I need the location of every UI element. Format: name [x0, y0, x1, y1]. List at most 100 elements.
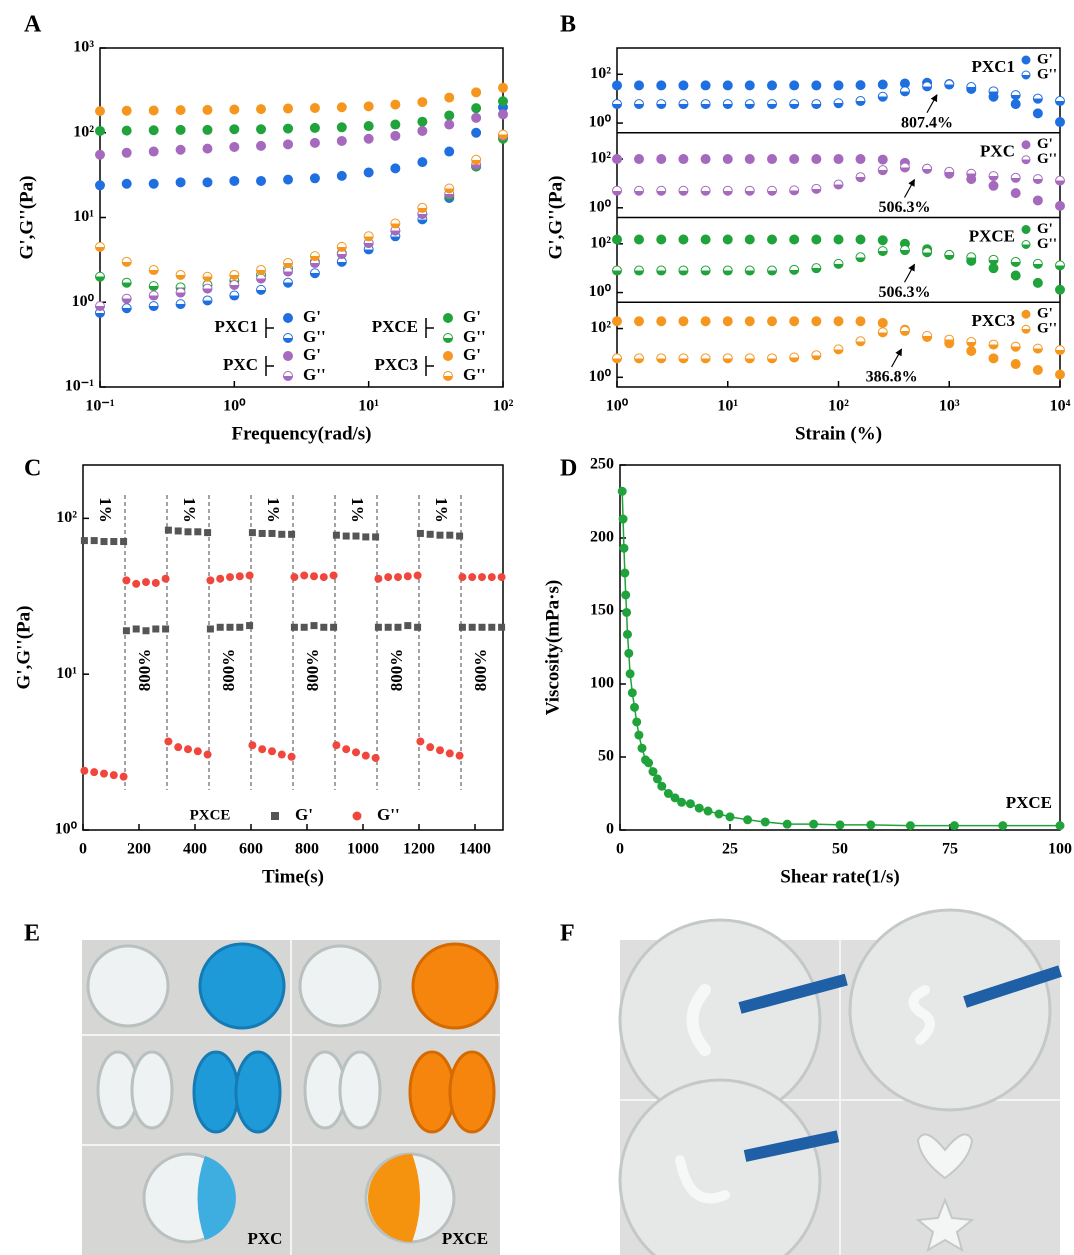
marker	[330, 624, 337, 631]
marker	[395, 574, 402, 581]
plot-frame	[100, 48, 503, 387]
marker	[635, 354, 644, 363]
strain-label: 800%	[303, 649, 322, 692]
marker	[1033, 259, 1042, 268]
legend-marker	[284, 372, 293, 381]
marker	[635, 235, 644, 244]
marker	[945, 335, 954, 344]
marker	[459, 624, 466, 631]
annotation: 506.3%	[879, 199, 931, 216]
marker	[418, 126, 427, 135]
x-tick-label: 100	[1048, 841, 1072, 858]
marker	[1033, 365, 1042, 374]
marker	[375, 575, 382, 582]
marker	[638, 744, 646, 752]
marker	[372, 754, 379, 761]
marker	[621, 569, 629, 577]
marker	[165, 527, 172, 534]
marker	[658, 782, 666, 790]
strain-label: 800%	[219, 649, 238, 692]
marker	[856, 317, 865, 326]
marker	[878, 92, 887, 101]
marker	[456, 533, 463, 540]
marker	[162, 575, 169, 582]
strain-label: 1%	[96, 497, 115, 523]
photo-caption: PXC	[248, 1229, 283, 1248]
marker	[149, 291, 158, 300]
marker	[284, 140, 293, 149]
marker	[375, 624, 382, 631]
marker	[834, 81, 843, 90]
legend-label: G''	[1037, 321, 1057, 337]
marker	[149, 266, 158, 275]
marker	[812, 264, 821, 273]
marker	[149, 147, 158, 156]
marker	[812, 100, 821, 109]
marker	[230, 142, 239, 151]
x-tick-label: 1200	[403, 841, 435, 858]
x-axis-label: Frequency(rad/s)	[231, 423, 371, 444]
marker	[91, 769, 98, 776]
marker	[469, 624, 476, 631]
legend-label: PXC	[223, 355, 258, 374]
marker	[635, 317, 644, 326]
marker	[230, 280, 239, 289]
marker	[867, 821, 875, 829]
x-axis-label: Strain (%)	[795, 423, 882, 444]
marker	[230, 105, 239, 114]
marker	[133, 580, 140, 587]
x-tick-label: 1000	[347, 841, 379, 858]
marker	[96, 302, 105, 311]
legend-label: G'	[303, 307, 321, 326]
marker	[723, 155, 732, 164]
marker	[1011, 173, 1020, 182]
marker	[878, 328, 887, 337]
panel-label: E	[24, 921, 40, 947]
marker	[1011, 91, 1020, 100]
marker	[810, 820, 818, 828]
annotation: 807.4%	[901, 114, 953, 131]
marker	[96, 181, 105, 190]
marker	[122, 148, 131, 157]
legend-label: G'	[1037, 221, 1053, 237]
y-axis-label: G',G''(Pa)	[545, 176, 566, 260]
strain-label: 1%	[264, 497, 283, 523]
legend-label: PXCE	[969, 226, 1015, 245]
x-tick-label: 200	[127, 841, 151, 858]
marker	[149, 302, 158, 311]
marker	[310, 138, 319, 147]
marker	[834, 259, 843, 268]
marker	[657, 235, 666, 244]
marker	[385, 574, 392, 581]
marker	[1033, 175, 1042, 184]
marker	[856, 337, 865, 346]
marker	[834, 99, 843, 108]
marker	[745, 317, 754, 326]
marker	[446, 750, 453, 757]
marker	[143, 627, 150, 634]
marker	[203, 272, 212, 281]
marker	[122, 294, 131, 303]
x-tick-label: 10⁴	[1050, 398, 1071, 415]
marker	[635, 81, 644, 90]
marker	[96, 107, 105, 116]
marker	[679, 186, 688, 195]
marker	[620, 544, 628, 552]
marker	[1033, 278, 1042, 287]
marker	[967, 169, 976, 178]
marker	[923, 248, 932, 257]
marker	[149, 106, 158, 115]
marker	[1011, 100, 1020, 109]
marker	[101, 538, 108, 545]
legend-marker	[444, 352, 453, 361]
marker	[162, 625, 169, 632]
marker	[310, 269, 319, 278]
marker	[812, 155, 821, 164]
marker	[236, 624, 243, 631]
photo-e	[82, 940, 500, 1255]
marker	[445, 147, 454, 156]
legend-label: G'	[295, 805, 313, 824]
marker	[657, 354, 666, 363]
marker	[217, 575, 224, 582]
marker	[645, 759, 653, 767]
